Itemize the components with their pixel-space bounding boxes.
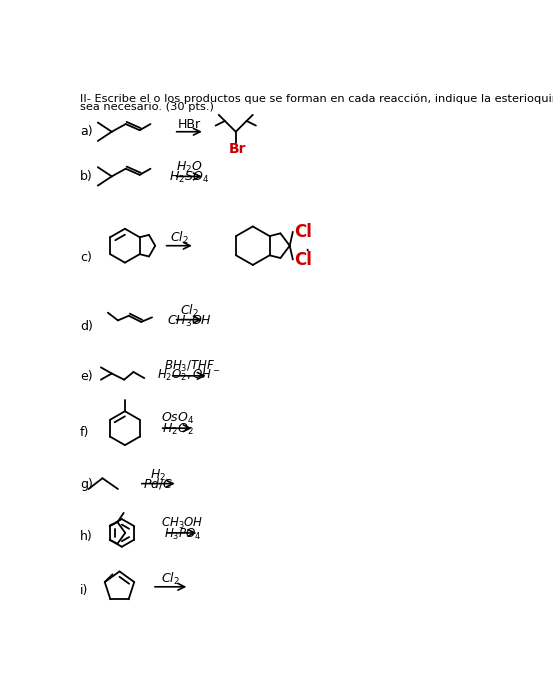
Text: $Cl_2$: $Cl_2$ [161,571,180,587]
Text: $H_2O_2,OH^-$: $H_2O_2,OH^-$ [157,368,221,384]
Text: Cl: Cl [294,251,312,269]
Text: f): f) [80,426,90,438]
Text: II- Escribe el o los productos que se forman en cada reacción, indique la esteri: II- Escribe el o los productos que se fo… [80,93,553,104]
Text: e): e) [80,370,92,383]
Text: h): h) [80,531,93,543]
Text: sea necesario. (30 pts.): sea necesario. (30 pts.) [80,102,214,112]
Text: g): g) [80,478,93,491]
Text: $CH_3OH$: $CH_3OH$ [167,314,212,329]
Text: $Cl_2$: $Cl_2$ [180,303,199,319]
Text: Br: Br [228,141,246,155]
Text: $Cl_2$: $Cl_2$ [170,230,189,246]
Text: $H_2O$: $H_2O$ [176,160,202,175]
Text: a): a) [80,125,92,138]
Text: $Pd/C$: $Pd/C$ [143,476,174,491]
Text: $H_2O_2$: $H_2O_2$ [161,422,194,438]
Text: Cl: Cl [294,223,312,241]
Text: c): c) [80,251,92,264]
Text: $BH_3/THF$: $BH_3/THF$ [164,359,215,374]
Text: b): b) [80,170,93,183]
Text: HBr: HBr [178,118,201,130]
Text: $CH_3OH$: $CH_3OH$ [161,516,204,531]
Text: i): i) [80,584,88,597]
Text: $H_2SO_4$: $H_2SO_4$ [169,170,209,186]
Text: $OsO_4$: $OsO_4$ [161,412,194,426]
Text: .: . [304,237,310,255]
Text: d): d) [80,320,93,333]
Text: $H_2$: $H_2$ [150,468,166,483]
Text: $H_3PO_4$: $H_3PO_4$ [164,527,201,542]
